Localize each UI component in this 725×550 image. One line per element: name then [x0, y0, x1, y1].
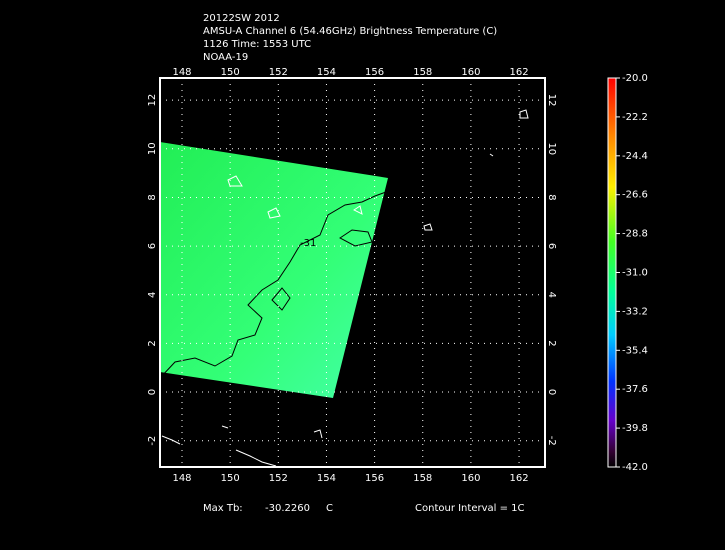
y-tick-label: 12	[546, 94, 557, 107]
header-line: NOAA-19	[203, 52, 248, 63]
x-tick-label: 148	[172, 473, 191, 484]
colorbar-label: -24.4	[622, 151, 648, 162]
y-tick-label: -2	[546, 436, 557, 446]
y-tick-label: 4	[546, 292, 557, 298]
graticule	[160, 78, 545, 467]
y-tick-label: 2	[147, 340, 158, 346]
x-tick-label: 154	[317, 473, 336, 484]
x-tick-label: 156	[365, 473, 384, 484]
header-line: AMSU-A Channel 6 (54.46GHz) Brightness T…	[203, 26, 497, 37]
colorbar-label: -28.8	[622, 229, 648, 240]
colorbar-label: -31.0	[622, 268, 648, 279]
colorbar	[607, 77, 617, 468]
brightness-swath	[160, 142, 388, 398]
y-tick-label: 6	[546, 243, 557, 249]
y-tick-label: 6	[147, 243, 158, 249]
contour-interval: Contour Interval = 1C	[415, 503, 525, 514]
colorbar-label: -37.6	[622, 384, 648, 395]
y-tick-label: 8	[546, 194, 557, 200]
x-tick-label: 158	[413, 473, 432, 484]
y-tick-label: 10	[546, 142, 557, 155]
x-tick-label: 160	[461, 473, 480, 484]
x-tick-label: 154	[317, 67, 336, 78]
x-tick-label: 156	[365, 67, 384, 78]
x-tick-label: 150	[221, 473, 240, 484]
colorbar-label: -35.4	[622, 345, 648, 356]
y-tick-label: 12	[147, 94, 158, 107]
colorbar-label: -39.8	[622, 423, 648, 434]
colorbar-label: -42.0	[622, 462, 648, 473]
contour-label: -31	[300, 238, 316, 249]
x-tick-label: 150	[221, 67, 240, 78]
header: 20122SW 2012 AMSU-A Channel 6 (54.46GHz) …	[203, 13, 497, 63]
y-tick-label: 0	[546, 389, 557, 395]
y-tick-label: 0	[147, 389, 158, 395]
header-line: 1126 Time: 1553 UTC	[203, 39, 311, 50]
colorbar-label: -33.2	[622, 306, 648, 317]
map-ticks: 148 148 150 150 152 152 154 154 156 156 158 158 160 1…	[147, 67, 557, 484]
colorbar-labels: -20.0 -22.2 -24.4 -26.6 -28.8 -31.0 -33.2 -35.4…	[616, 73, 648, 473]
x-tick-label: 152	[269, 473, 288, 484]
colorbar-label: -20.0	[622, 73, 648, 84]
max-tb-label: Max Tb:	[203, 503, 243, 514]
x-tick-label: 152	[269, 67, 288, 78]
y-tick-label: 4	[147, 292, 158, 298]
x-tick-label: 162	[510, 67, 529, 78]
coastlines	[161, 109, 529, 467]
map-frame	[159, 77, 546, 468]
max-tb-unit: C	[326, 503, 333, 514]
y-tick-label: 2	[546, 340, 557, 346]
x-tick-label: 158	[413, 67, 432, 78]
colorbar-label: -22.2	[622, 112, 648, 123]
x-tick-label: 148	[172, 67, 191, 78]
colorbar-label: -26.6	[622, 190, 648, 201]
max-tb-value: -30.2260	[265, 503, 310, 514]
y-tick-label: 8	[147, 194, 158, 200]
y-tick-label: 10	[147, 142, 158, 155]
header-line: 20122SW 2012	[203, 13, 280, 24]
y-tick-label: -2	[147, 436, 158, 446]
x-tick-label: 162	[510, 473, 529, 484]
x-tick-label: 160	[461, 67, 480, 78]
